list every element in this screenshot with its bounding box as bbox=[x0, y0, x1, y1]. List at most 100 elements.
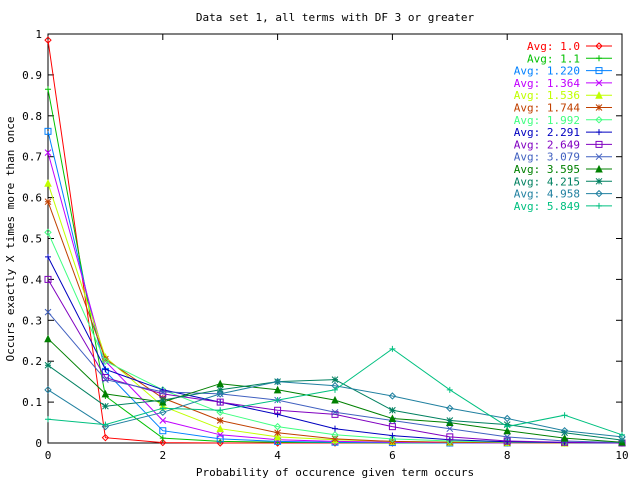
point-marker bbox=[596, 55, 602, 62]
legend-label: Avg: 4.215 bbox=[514, 175, 580, 188]
legend-label: Avg: 1.992 bbox=[514, 114, 580, 127]
y-tick-label: 0 bbox=[35, 437, 42, 450]
point-marker bbox=[560, 433, 569, 442]
point-marker bbox=[596, 129, 602, 136]
point-marker bbox=[331, 376, 339, 383]
point-marker bbox=[159, 388, 167, 396]
point-marker bbox=[216, 386, 224, 394]
x-tick-label: 2 bbox=[159, 449, 166, 462]
point-marker bbox=[273, 422, 282, 431]
point-marker bbox=[619, 431, 625, 438]
point-marker bbox=[217, 407, 224, 414]
y-axis-label: Occurs exactly X times more than once bbox=[4, 116, 17, 361]
point-marker bbox=[159, 396, 167, 404]
legend-item: Avg: 1.1 bbox=[527, 52, 612, 65]
point-marker bbox=[595, 42, 603, 50]
point-marker bbox=[102, 376, 109, 383]
point-marker bbox=[216, 379, 225, 388]
point-marker bbox=[101, 389, 110, 398]
legend-label: Avg: 1.1 bbox=[527, 52, 580, 65]
point-marker bbox=[273, 377, 282, 386]
y-tick-label: 0.6 bbox=[22, 192, 42, 205]
point-marker bbox=[44, 308, 52, 316]
y-tick-label: 0.7 bbox=[22, 151, 42, 164]
series-layer bbox=[44, 36, 626, 447]
point-marker bbox=[595, 91, 603, 99]
y-tick-label: 0.1 bbox=[22, 396, 42, 409]
x-tick-label: 10 bbox=[615, 449, 628, 462]
series-line bbox=[47, 183, 622, 444]
point-marker bbox=[45, 86, 51, 93]
legend-item: Avg: 2.649 bbox=[514, 138, 612, 151]
legend-label: Avg: 5.849 bbox=[514, 200, 580, 213]
point-marker bbox=[388, 392, 397, 400]
point-marker bbox=[44, 228, 52, 237]
point-marker bbox=[216, 424, 225, 433]
point-marker bbox=[503, 426, 512, 435]
series-7 bbox=[44, 228, 626, 447]
legend-item: Avg: 1.992 bbox=[514, 114, 612, 127]
legend-item: Avg: 1.364 bbox=[514, 77, 612, 90]
point-marker bbox=[595, 153, 603, 161]
point-marker bbox=[102, 355, 109, 363]
point-marker bbox=[274, 397, 281, 404]
x-tick-label: 6 bbox=[389, 449, 396, 462]
point-marker bbox=[595, 189, 603, 198]
series-14 bbox=[45, 345, 625, 438]
point-marker bbox=[44, 149, 52, 156]
point-marker bbox=[44, 334, 52, 343]
point-marker bbox=[159, 427, 167, 435]
point-marker bbox=[274, 429, 281, 437]
series-line bbox=[47, 201, 622, 444]
point-marker bbox=[159, 408, 167, 417]
y-tick-label: 0.4 bbox=[22, 273, 42, 286]
point-marker bbox=[389, 345, 396, 352]
point-marker bbox=[389, 406, 396, 414]
point-marker bbox=[101, 433, 110, 442]
x-axis-label: Probability of occurence given term occu… bbox=[196, 466, 474, 479]
point-marker bbox=[503, 437, 511, 445]
point-marker bbox=[595, 67, 603, 75]
legend-item: Avg: 1.536 bbox=[514, 89, 612, 102]
point-marker bbox=[216, 431, 224, 439]
point-marker bbox=[596, 202, 602, 209]
point-marker bbox=[388, 423, 396, 431]
point-marker bbox=[561, 429, 568, 437]
point-marker bbox=[446, 433, 454, 441]
point-marker bbox=[388, 435, 397, 443]
legend-item: Avg: 3.079 bbox=[514, 151, 612, 164]
legend-item: Avg: 3.595 bbox=[514, 163, 612, 176]
point-marker bbox=[561, 412, 568, 419]
point-marker bbox=[159, 405, 166, 412]
point-marker bbox=[159, 417, 167, 424]
point-marker bbox=[388, 414, 397, 422]
point-marker bbox=[504, 423, 511, 430]
point-marker bbox=[331, 410, 339, 418]
point-marker bbox=[45, 253, 51, 260]
point-marker bbox=[389, 432, 396, 439]
point-marker bbox=[216, 398, 224, 406]
point-marker bbox=[446, 404, 454, 412]
legend-label: Avg: 3.595 bbox=[514, 163, 580, 176]
series-5 bbox=[44, 179, 626, 447]
point-marker bbox=[159, 435, 166, 442]
point-marker bbox=[595, 177, 603, 185]
point-marker bbox=[446, 386, 453, 393]
point-marker bbox=[560, 427, 569, 435]
point-marker bbox=[216, 417, 224, 424]
point-marker bbox=[595, 104, 603, 111]
point-marker bbox=[101, 374, 109, 382]
point-marker bbox=[44, 179, 52, 187]
point-marker bbox=[101, 357, 110, 365]
legend-label: Avg: 1.0 bbox=[527, 40, 580, 53]
point-marker bbox=[332, 425, 338, 432]
legend-item: Avg: 4.215 bbox=[514, 175, 612, 188]
legend-item: Avg: 4.958 bbox=[514, 188, 612, 201]
legend-item: Avg: 2.291 bbox=[514, 126, 612, 139]
point-marker bbox=[102, 402, 109, 410]
point-marker bbox=[618, 433, 626, 441]
point-marker bbox=[274, 411, 281, 418]
point-marker bbox=[273, 385, 282, 394]
